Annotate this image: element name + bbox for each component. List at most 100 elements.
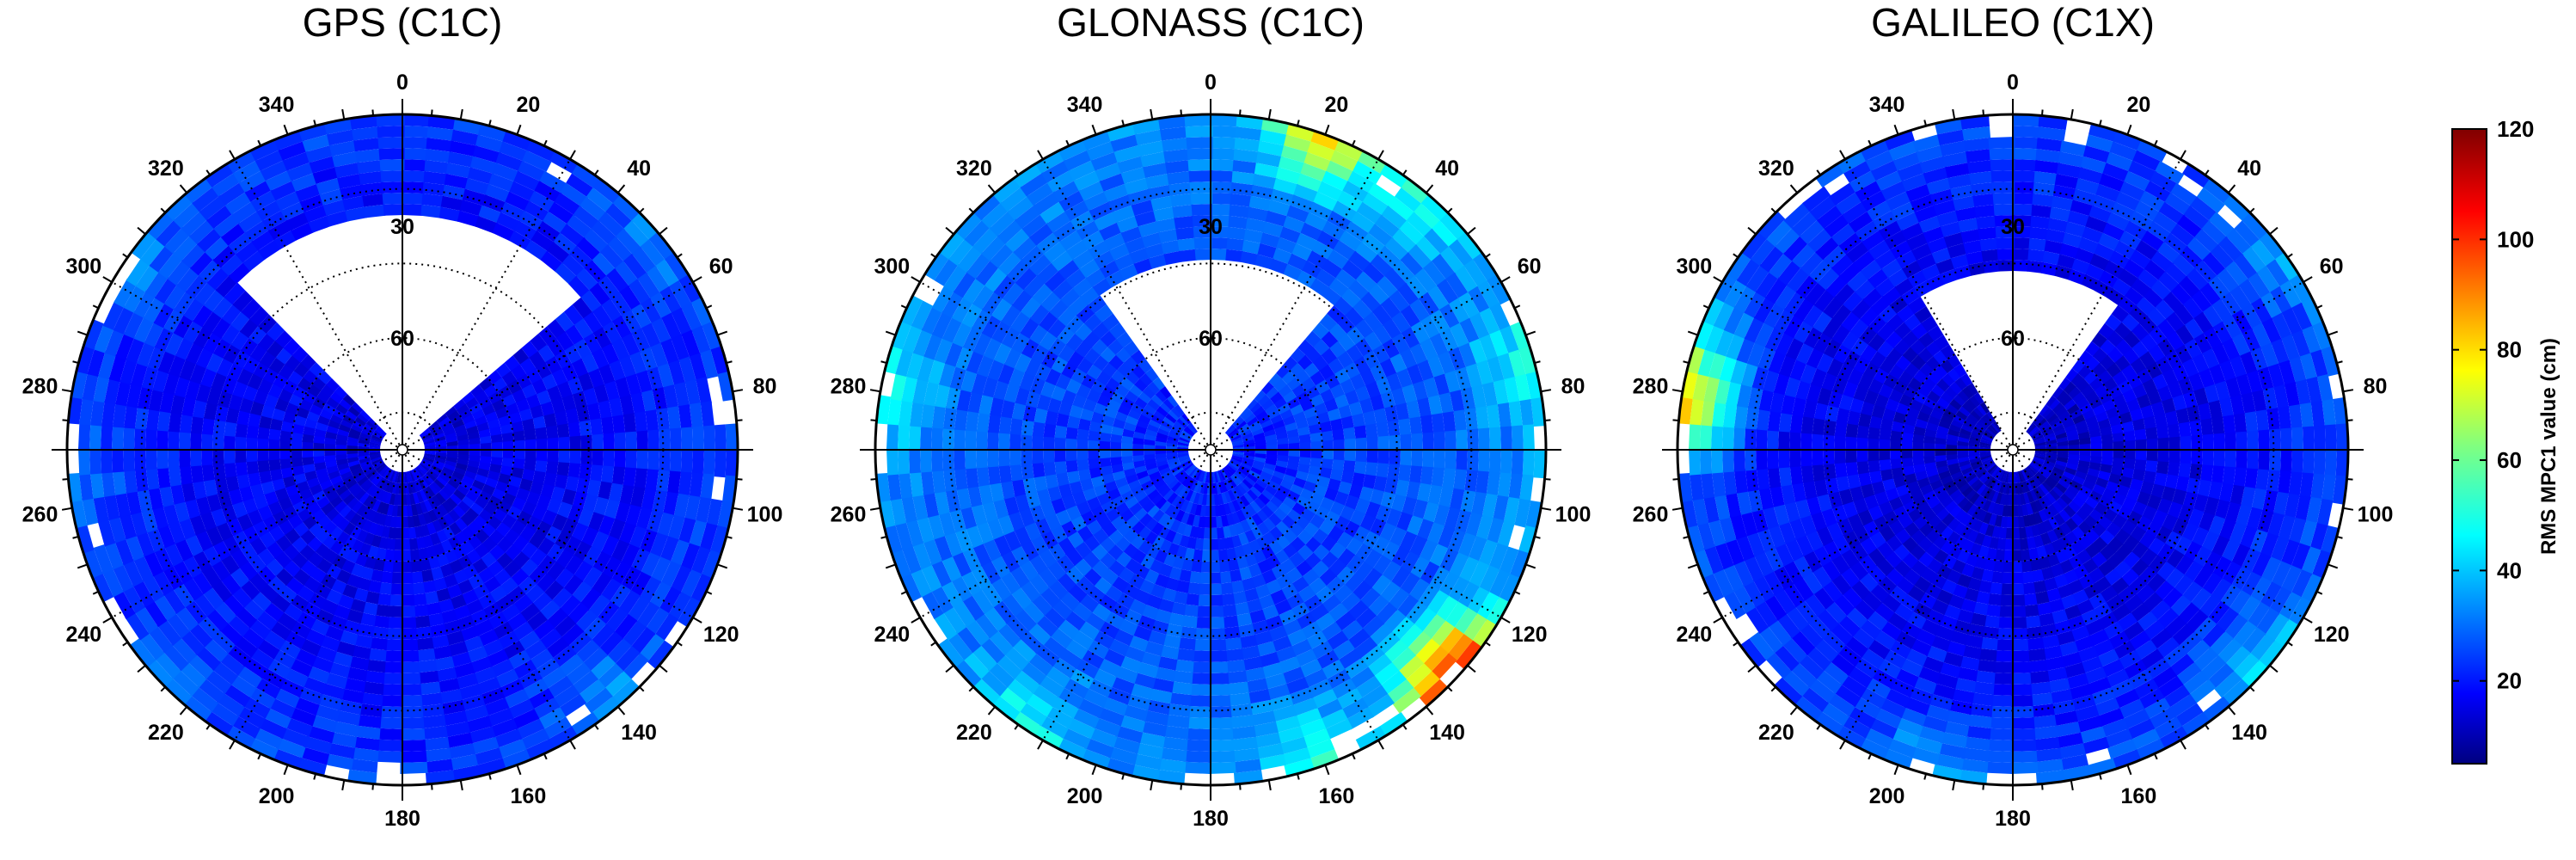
heatmap-cell [123, 447, 135, 472]
heatmap-cell [1060, 519, 1077, 538]
heatmap-cell [513, 170, 542, 192]
heatmap-cell [394, 538, 402, 550]
heatmap-cell [2302, 450, 2315, 476]
heatmap-cell [1170, 681, 1193, 696]
heatmap-cell [1043, 606, 1066, 629]
heatmap-cell [645, 409, 659, 433]
heatmap-cell [670, 565, 692, 594]
heatmap-cell [373, 475, 383, 487]
heatmap-cell [1359, 513, 1377, 532]
heatmap-cell [361, 519, 373, 533]
heatmap-cell [1132, 673, 1156, 690]
heatmap-cell [450, 415, 463, 425]
heatmap-cell [2258, 450, 2270, 472]
heatmap-cell [2224, 432, 2236, 452]
heatmap-cell [997, 623, 1021, 648]
heatmap-cell [654, 613, 679, 642]
heatmap-cell [1363, 410, 1377, 427]
heatmap-cell [1048, 579, 1069, 600]
heatmap-cell [376, 114, 405, 127]
heatmap-cell [1401, 178, 1431, 205]
heatmap-cell [513, 220, 538, 242]
heatmap-cell [336, 433, 348, 441]
heatmap-cell [509, 181, 537, 202]
heatmap-cell [156, 409, 171, 432]
heatmap-cell [681, 302, 703, 333]
azimuth-tick-mark [1525, 563, 1536, 569]
heatmap-cell [1039, 330, 1058, 351]
heatmap-cell [179, 464, 193, 485]
heatmap-cell [319, 479, 333, 491]
heatmap-cell [478, 428, 491, 439]
heatmap-cell [951, 550, 972, 577]
heatmap-cell [490, 659, 514, 678]
heatmap-cell [1320, 709, 1348, 730]
heatmap-cell [1449, 488, 1465, 512]
heatmap-cell [534, 460, 548, 474]
heatmap-cell [625, 504, 642, 528]
heatmap-cell [1043, 461, 1057, 476]
heatmap-cell [434, 458, 446, 464]
heatmap-cell [1011, 401, 1027, 421]
heatmap-cell [193, 325, 213, 348]
heatmap-cell [898, 422, 911, 450]
heatmap-cell [917, 515, 935, 544]
heatmap-cell [1080, 648, 1105, 669]
heatmap-cell [671, 334, 690, 362]
heatmap-cell [491, 441, 503, 451]
heatmap-cell [308, 215, 332, 233]
heatmap-cell [637, 272, 661, 300]
heatmap-cell [497, 739, 527, 759]
heatmap-cell [1322, 220, 1346, 242]
heatmap-cell [334, 162, 361, 178]
heatmap-cell [1408, 465, 1423, 485]
heatmap-cell [349, 525, 362, 540]
heatmap-cell [1368, 284, 1390, 306]
azimuth-tick-label: 260 [22, 502, 58, 526]
heatmap-cell [347, 482, 360, 494]
heatmap-cell [143, 550, 163, 577]
heatmap-cell [1340, 470, 1354, 485]
heatmap-cell [1307, 250, 1329, 270]
heatmap-cell [169, 353, 187, 378]
heatmap-cell [249, 648, 274, 669]
heatmap-cell [1433, 431, 1445, 452]
heatmap-cell [1045, 706, 1074, 729]
heatmap-cell [558, 654, 585, 678]
heatmap-cell [416, 465, 426, 476]
heatmap-cell [1164, 623, 1183, 638]
heatmap-cell [1360, 645, 1385, 668]
heatmap-cell [156, 618, 181, 646]
heatmap-cell [1359, 587, 1381, 610]
heatmap-cell [230, 548, 249, 568]
heatmap-cell [290, 620, 311, 640]
heatmap-cell [426, 126, 456, 141]
heatmap-cell [573, 318, 594, 341]
heatmap-cell [360, 181, 384, 196]
heatmap-cell [1298, 659, 1322, 678]
heatmap-cell [1232, 591, 1248, 605]
heatmap-cell [475, 390, 489, 404]
heatmap-cell [1054, 436, 1066, 450]
heatmap-cell [326, 425, 339, 434]
heatmap-cell [2011, 673, 2032, 685]
heatmap-cell [335, 458, 348, 466]
heatmap-cell [635, 507, 653, 531]
heatmap-cell [977, 353, 995, 378]
heatmap-cell [322, 199, 347, 216]
heatmap-cell [1286, 205, 1311, 224]
heatmap-cell [346, 666, 368, 682]
heatmap-cell [1094, 304, 1113, 322]
heatmap-cell [242, 656, 268, 679]
heatmap-cell [1263, 673, 1287, 690]
heatmap-cell [1230, 193, 1253, 207]
heatmap-cell [1354, 561, 1374, 582]
heatmap-cell [420, 692, 443, 707]
heatmap-cell [1409, 556, 1430, 580]
heatmap-cell [1278, 156, 1306, 175]
heatmap-cell [82, 372, 99, 402]
heatmap-cell [1305, 739, 1335, 759]
heatmap-cell [1400, 348, 1418, 371]
heatmap-cell [324, 753, 354, 771]
heatmap-cell [547, 450, 559, 464]
